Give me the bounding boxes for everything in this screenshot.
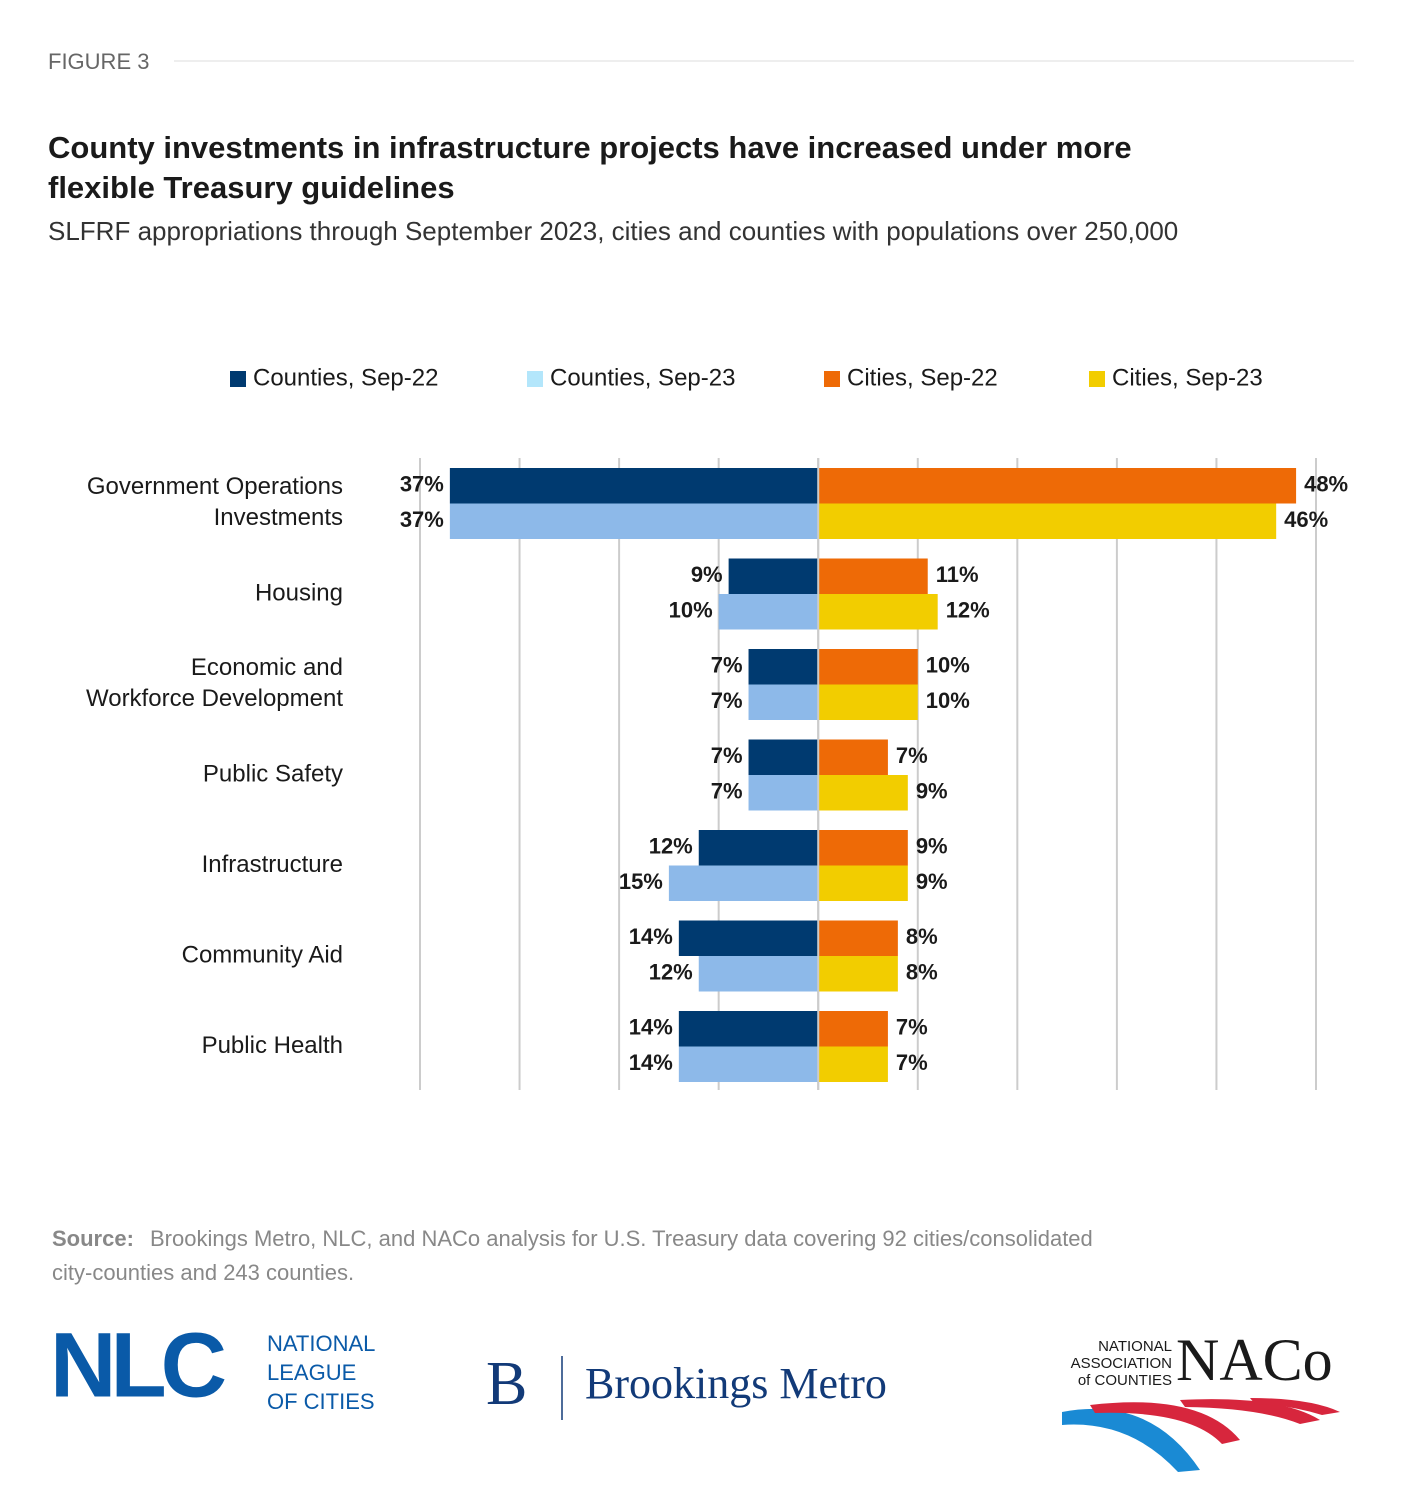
brookings-logo: B Brookings Metro	[486, 1350, 887, 1420]
value-label: 15%	[619, 869, 663, 894]
bar	[449, 503, 819, 539]
nlc-mark: NLC	[50, 1314, 225, 1416]
value-label: 10%	[926, 688, 970, 713]
bar	[718, 594, 819, 630]
value-label: 14%	[629, 1050, 673, 1075]
bar	[678, 920, 819, 956]
brookings-name: Brookings Metro	[585, 1359, 887, 1408]
source-label: Source:	[52, 1226, 134, 1251]
value-label: 11%	[936, 562, 979, 587]
source-text: Brookings Metro, NLC, and NACo analysis …	[52, 1226, 1093, 1285]
nlc-logo: NLC NATIONAL LEAGUE OF CITIES	[50, 1314, 375, 1416]
value-label: 14%	[629, 1015, 673, 1040]
legend-swatch	[527, 371, 543, 387]
value-label: 7%	[711, 688, 743, 713]
bar	[818, 775, 908, 811]
legend-swatch	[1089, 371, 1105, 387]
value-label: 7%	[711, 653, 743, 678]
value-label: 12%	[946, 598, 990, 623]
category-label: Economic and Workforce Development	[86, 654, 343, 712]
naco-name: NATIONAL ASSOCIATION of COUNTIES	[1071, 1338, 1172, 1389]
value-label: 7%	[896, 743, 928, 768]
value-label: 8%	[906, 924, 938, 949]
category-label: Public Safety	[203, 760, 343, 787]
value-label: 10%	[669, 598, 713, 623]
bar	[818, 830, 908, 866]
legend-swatch	[230, 371, 246, 387]
legend-label: Counties, Sep-23	[550, 364, 735, 391]
legend-label: Cities, Sep-22	[847, 364, 998, 391]
value-label: 9%	[691, 562, 723, 587]
value-label: 46%	[1284, 507, 1328, 532]
bar	[818, 1011, 888, 1047]
value-label: 7%	[896, 1015, 928, 1040]
bar	[818, 649, 918, 685]
naco-mark: NACo	[1176, 1327, 1333, 1393]
naco-logo: NATIONAL ASSOCIATION of COUNTIES NACo	[1062, 1327, 1340, 1472]
value-label: 37%	[400, 472, 444, 497]
value-label: 9%	[916, 869, 948, 894]
category-label: Government Operations Investments	[87, 473, 343, 531]
bar	[678, 1011, 819, 1047]
bar	[818, 956, 898, 992]
legend-label: Cities, Sep-23	[1112, 364, 1263, 391]
value-label: 14%	[629, 924, 673, 949]
value-label: 9%	[916, 834, 948, 859]
figure-label: FIGURE 3	[48, 49, 149, 74]
brookings-mark: B	[486, 1350, 527, 1418]
value-label: 9%	[916, 779, 948, 804]
bar	[728, 558, 819, 594]
bar	[818, 558, 928, 594]
bar	[818, 1046, 888, 1082]
bar	[678, 1046, 819, 1082]
value-label: 12%	[649, 960, 693, 985]
bar	[748, 775, 819, 811]
bar	[818, 468, 1297, 504]
legend-swatch	[824, 371, 840, 387]
value-label: 7%	[896, 1050, 928, 1075]
bar	[818, 739, 888, 775]
bar	[698, 956, 819, 992]
value-label: 7%	[711, 779, 743, 804]
bar	[449, 468, 819, 504]
category-label: Housing	[255, 579, 343, 606]
bar	[818, 865, 908, 901]
bar	[748, 649, 819, 685]
legend-label: Counties, Sep-22	[253, 364, 438, 391]
value-label: 10%	[926, 653, 970, 678]
bar	[818, 684, 918, 720]
bar	[748, 739, 819, 775]
source: Source: Brookings Metro, NLC, and NACo a…	[52, 1226, 1093, 1285]
bar	[668, 865, 819, 901]
bar	[818, 920, 898, 956]
value-label: 37%	[400, 507, 444, 532]
value-label: 48%	[1304, 472, 1348, 497]
bar	[818, 503, 1277, 539]
value-label: 7%	[711, 743, 743, 768]
bar	[748, 684, 819, 720]
chart-title: County investments in infrastructure pro…	[48, 130, 1132, 205]
category-label: Community Aid	[182, 941, 343, 968]
value-label: 8%	[906, 960, 938, 985]
category-label: Infrastructure	[202, 851, 343, 878]
category-label: Public Health	[202, 1032, 343, 1059]
bar	[698, 830, 819, 866]
value-label: 12%	[649, 834, 693, 859]
nlc-name: NATIONAL LEAGUE OF CITIES	[267, 1331, 375, 1414]
bar	[818, 594, 938, 630]
chart-subtitle: SLFRF appropriations through September 2…	[48, 216, 1178, 246]
